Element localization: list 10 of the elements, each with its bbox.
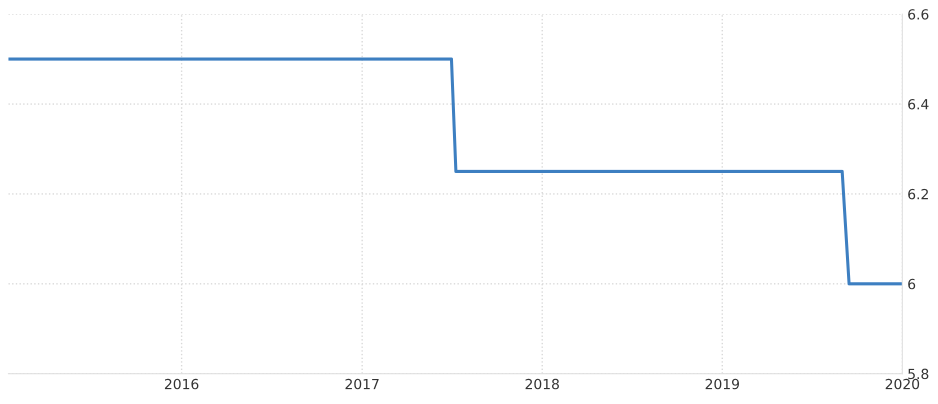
x-tick-label: 2020 (886, 378, 920, 390)
x-tick-label: 2019 (706, 378, 739, 390)
x-tick-label: 2018 (526, 378, 559, 390)
y-tick-label: 5.8 (908, 368, 928, 380)
y-tick-label: 6.2 (908, 188, 928, 200)
y-tick-label: 6.6 (908, 9, 928, 20)
y-tick-label: 6 (908, 278, 916, 290)
y-tick-label: 6.4 (908, 99, 929, 110)
x-tick-label: 2016 (164, 378, 198, 390)
x-tick-label: 2017 (346, 378, 379, 390)
